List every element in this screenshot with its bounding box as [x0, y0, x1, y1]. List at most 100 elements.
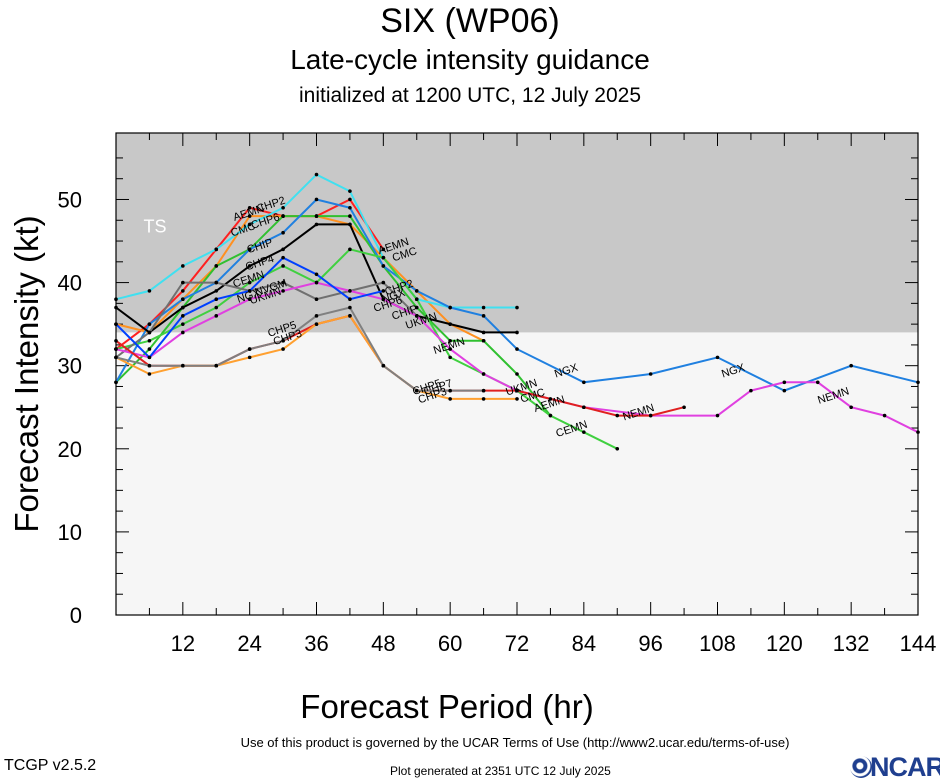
x-tick-label: 72 [505, 631, 529, 656]
data-point [281, 205, 285, 210]
series-chp7 [114, 305, 486, 393]
x-tick-label: 12 [171, 631, 195, 656]
series-line [115, 215, 552, 417]
data-point [181, 297, 185, 302]
data-point [314, 222, 319, 227]
data-point [181, 322, 185, 326]
data-point [181, 280, 185, 285]
data-point [281, 255, 285, 260]
data-point [348, 297, 352, 302]
data-point [916, 430, 920, 434]
data-point [281, 280, 285, 285]
series-line [115, 248, 618, 450]
x-tick-label: 48 [371, 631, 395, 656]
band-label-ts: TS [143, 217, 166, 237]
data-point [247, 264, 252, 268]
data-point [448, 347, 452, 351]
ncar-logo: NCAR [848, 752, 940, 782]
data-point [181, 330, 185, 335]
data-point [114, 338, 118, 343]
data-point [515, 347, 519, 351]
version-label: TCGP v2.5.2 [4, 757, 97, 774]
data-point [114, 380, 118, 385]
data-point [648, 413, 653, 418]
data-point [247, 214, 252, 218]
data-point [381, 297, 386, 302]
data-point [147, 322, 152, 326]
data-point [314, 197, 319, 202]
data-point [448, 305, 452, 310]
data-point [247, 247, 252, 252]
data-point [882, 413, 887, 418]
data-point [314, 214, 319, 218]
data-point [147, 338, 152, 343]
data-point [715, 413, 720, 418]
data-point [247, 355, 252, 360]
series-ukmn [114, 255, 386, 360]
data-point [114, 347, 118, 351]
data-point [849, 363, 853, 368]
y-axis-label: Forecast Intensity (kt) [8, 215, 45, 532]
data-point [381, 247, 386, 252]
data-point [114, 355, 118, 360]
data-point [582, 430, 586, 434]
data-point [281, 347, 285, 351]
data-point [381, 363, 386, 368]
data-point [916, 380, 920, 385]
data-point [181, 363, 185, 368]
data-point [448, 322, 452, 326]
x-tick-label: 144 [900, 631, 937, 656]
y-tick-label: 40 [58, 271, 82, 296]
x-tick-label: 24 [237, 631, 261, 656]
data-point [348, 189, 352, 193]
data-point [247, 222, 252, 227]
data-point [414, 388, 419, 393]
intensity-chart: 12 24 36 48 60 72 84 96 108 120 132 144 0 10 20 30 40 50 F… [8, 132, 937, 725]
data-point [147, 289, 152, 293]
data-point [481, 305, 486, 310]
data-point [314, 280, 319, 285]
data-point [348, 214, 352, 218]
data-point [214, 314, 219, 318]
data-point [582, 380, 586, 385]
data-point [348, 247, 352, 252]
data-point [214, 264, 219, 268]
data-point [414, 305, 419, 310]
data-point [481, 388, 486, 393]
chart-subtitle: Late-cycle intensity guidance [290, 44, 650, 75]
data-point [715, 355, 720, 360]
data-point [114, 297, 118, 302]
data-point [147, 363, 152, 368]
data-point [481, 338, 486, 343]
terms-of-use: Use of this product is governed by the U… [240, 735, 790, 750]
y-tick-label: 20 [58, 437, 82, 462]
data-point [348, 222, 352, 227]
data-point [247, 289, 252, 293]
data-point [548, 397, 553, 401]
data-point [348, 197, 352, 202]
data-point [214, 280, 219, 285]
y-tick-label: 10 [58, 520, 82, 545]
data-point [348, 289, 352, 293]
data-point [247, 297, 252, 302]
data-point [114, 305, 118, 310]
y-tick-label: 0 [70, 603, 82, 628]
data-point [448, 355, 452, 360]
data-point [515, 388, 519, 393]
x-tick-label: 96 [638, 631, 662, 656]
data-point [214, 289, 219, 293]
data-point [147, 372, 152, 376]
data-point [281, 289, 285, 293]
data-point [381, 264, 386, 268]
data-point [582, 405, 586, 410]
data-point [314, 314, 319, 318]
x-tick-label: 120 [766, 631, 803, 656]
y-tick-label: 30 [58, 354, 82, 379]
data-point [281, 230, 285, 235]
data-point [381, 255, 386, 260]
data-point [481, 372, 486, 376]
y-tick-label: 50 [58, 187, 82, 212]
data-point [448, 397, 452, 401]
data-point [214, 363, 219, 368]
data-point [849, 405, 853, 410]
